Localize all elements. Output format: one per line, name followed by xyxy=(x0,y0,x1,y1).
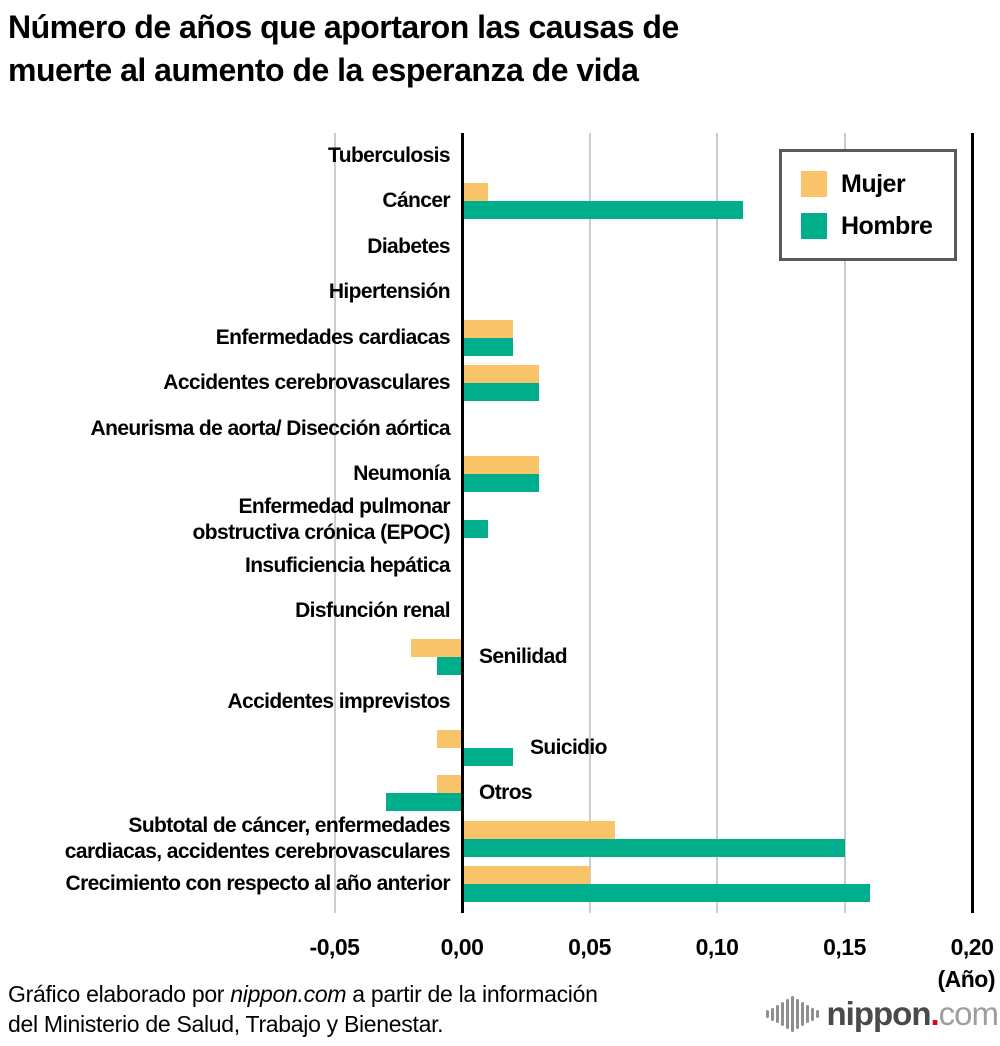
bar-hombre xyxy=(385,793,462,812)
bar-hombre xyxy=(462,747,513,766)
logo-word-nippon: nippon xyxy=(826,995,932,1032)
legend-label-hombre: Hombre xyxy=(841,211,933,240)
category-label: Disfunción renal xyxy=(295,599,451,623)
bar-hombre xyxy=(462,520,488,538)
bar-hombre xyxy=(462,474,539,493)
gridline xyxy=(333,133,336,913)
bar-mujer xyxy=(436,775,462,794)
category-label: Diabetes xyxy=(367,234,450,258)
legend: Mujer Hombre xyxy=(779,149,957,261)
category-label: Neumonía xyxy=(353,462,450,486)
x-axis-unit-label: (Año) xyxy=(937,966,995,992)
soundwave-bar xyxy=(790,996,794,1032)
source-note: Gráfico elaborado por nippon.com a parti… xyxy=(8,979,598,1039)
category-label: Enfermedades cardiacas xyxy=(215,325,451,349)
bar-mujer xyxy=(462,866,590,885)
category-label: Aneurisma de aorta/ Disección aórtica xyxy=(90,416,451,440)
source-note-line2: del Ministerio de Salud, Trabajo y Biene… xyxy=(8,1011,444,1037)
bar-hombre xyxy=(462,838,845,857)
x-tick-label: 0,10 xyxy=(695,934,739,960)
soundwave-bar xyxy=(775,1005,779,1023)
soundwave-bar xyxy=(770,1007,774,1021)
soundwave-icon xyxy=(765,994,819,1034)
gridline xyxy=(588,133,591,913)
nippon-logo: nippon.com xyxy=(765,992,999,1036)
logo-dot: . xyxy=(930,995,939,1032)
bar-hombre xyxy=(462,337,513,356)
x-tick-label: -0,05 xyxy=(309,934,360,960)
bar-mujer xyxy=(462,365,539,384)
source-note-suffix: a partir de la información xyxy=(346,981,598,1007)
bar-hombre xyxy=(462,884,870,903)
bar-mujer xyxy=(462,456,539,475)
legend-label-mujer: Mujer xyxy=(841,169,906,198)
legend-item-hombre: Hombre xyxy=(801,212,954,241)
x-tick-label: 0,00 xyxy=(440,934,484,960)
plot-right-border xyxy=(970,133,974,913)
bar-mujer xyxy=(462,319,513,338)
nippon-logo-text: nippon.com xyxy=(826,994,999,1034)
category-label: Otros xyxy=(479,781,533,805)
category-label: Hipertensión xyxy=(328,280,451,304)
bar-mujer xyxy=(411,638,462,657)
soundwave-bar xyxy=(785,999,789,1029)
source-note-prefix: Gráfico elaborado por xyxy=(8,981,231,1007)
logo-word-com: com xyxy=(938,995,999,1032)
legend-item-mujer: Mujer xyxy=(801,170,954,199)
soundwave-bar xyxy=(815,1010,819,1018)
soundwave-bar xyxy=(800,1002,804,1026)
category-label: Accidentes imprevistos xyxy=(227,690,450,714)
soundwave-bar xyxy=(780,1002,784,1026)
x-tick-label: 0,05 xyxy=(568,934,611,960)
soundwave-bar xyxy=(810,1007,814,1021)
bar-hombre xyxy=(462,383,539,402)
bar-mujer xyxy=(462,183,488,202)
x-tick-label: 0,20 xyxy=(950,934,994,960)
category-label: Insuficiencia hepática xyxy=(244,553,451,577)
bar-hombre xyxy=(436,656,462,675)
gridline xyxy=(843,133,846,913)
zero-axis-line xyxy=(460,133,464,913)
mujer-swatch xyxy=(801,171,827,197)
category-label: Crecimiento con respecto al año anterior xyxy=(65,872,451,896)
gridline xyxy=(716,133,718,913)
category-label: Subtotal de cáncer, enfermedades cardiac… xyxy=(64,813,451,863)
bar-mujer xyxy=(436,729,462,748)
soundwave-bar xyxy=(765,1010,769,1018)
hombre-swatch xyxy=(801,213,827,239)
category-label: Tuberculosis xyxy=(328,143,451,167)
category-label: Senilidad xyxy=(479,644,568,668)
x-tick-label: 0,15 xyxy=(823,934,866,960)
category-label: Suicidio xyxy=(530,735,607,759)
category-label: Enfermedad pulmonar obstructiva crónica … xyxy=(192,495,451,544)
soundwave-bar xyxy=(805,1005,809,1023)
bar-mujer xyxy=(462,820,615,839)
bar-hombre xyxy=(462,201,743,220)
category-label: Cáncer xyxy=(382,189,450,213)
source-note-site: nippon.com xyxy=(230,981,347,1007)
soundwave-bar xyxy=(795,999,799,1029)
category-label: Accidentes cerebrovasculares xyxy=(163,371,450,395)
chart-title: Número de años que aportaron las causas … xyxy=(8,9,679,88)
